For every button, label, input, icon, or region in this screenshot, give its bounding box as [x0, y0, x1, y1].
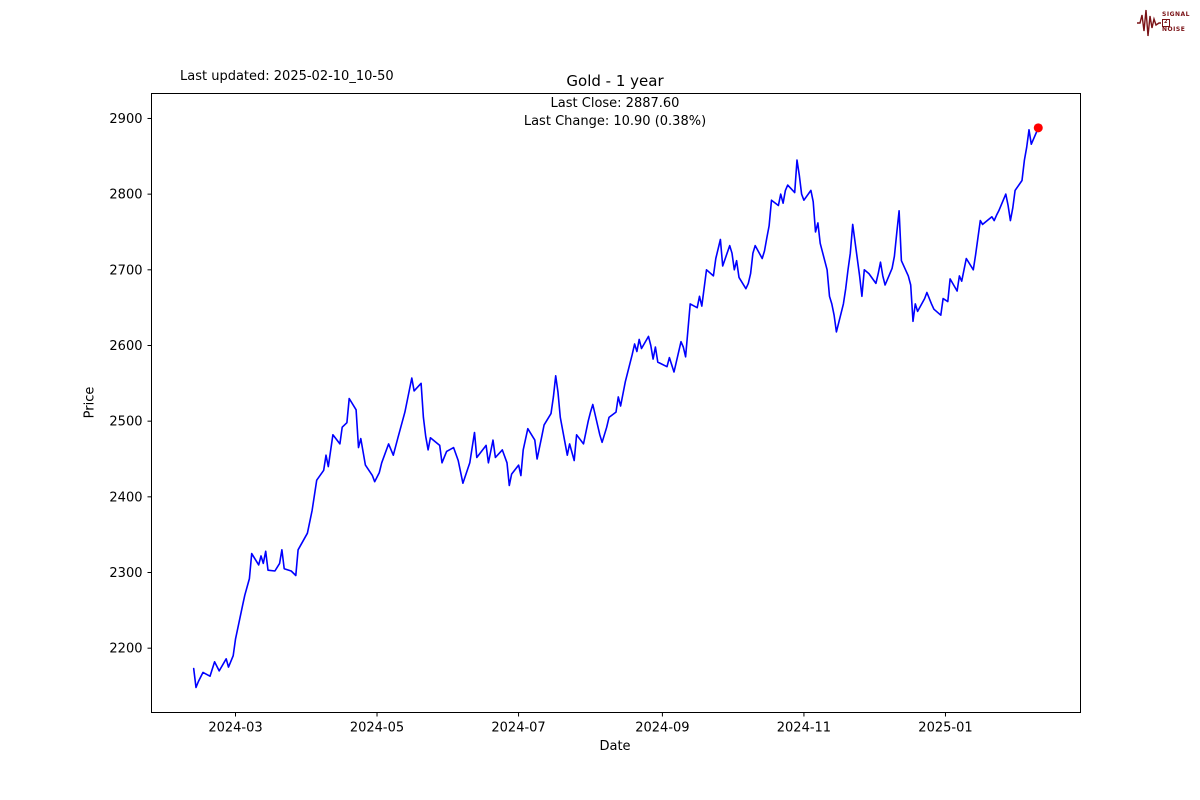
x-tick-label: 2024-09: [635, 721, 689, 736]
y-tick-label: 2500: [109, 415, 142, 430]
y-tick-label: 2200: [109, 642, 142, 657]
logo-word-signal: SIGNAL: [1162, 11, 1190, 19]
logo-word-noise: NOISE: [1162, 25, 1186, 33]
last-point-marker: [1033, 123, 1043, 133]
x-tick-label: 2024-07: [491, 721, 545, 736]
y-tick-label: 2800: [109, 188, 142, 203]
price-line: [192, 127, 1040, 689]
chart-title: Gold - 1 year: [566, 72, 664, 90]
plot-border: [151, 93, 1081, 713]
waveform-icon: [1137, 9, 1162, 37]
last-change-annotation: Last Change: 10.90 (0.38%): [523, 114, 707, 129]
x-tick-label: 2024-11: [777, 721, 831, 736]
y-tick-label: 2300: [109, 566, 142, 581]
y-tick-label: 2400: [109, 490, 142, 505]
signal2noise-logo: SIGNAL 2 NOISE: [1137, 6, 1190, 40]
logo-word-2: 2: [1162, 19, 1171, 27]
y-axis-label: Price: [82, 386, 98, 419]
last-close-annotation: Last Close: 2887.60: [550, 96, 680, 111]
last-updated-text: Last updated: 2025-02-10_10-50: [180, 69, 394, 84]
x-tick-label: 2024-05: [350, 721, 404, 736]
x-tick-label: 2024-03: [208, 721, 262, 736]
y-tick-label: 2600: [109, 339, 142, 354]
y-tick-label: 2700: [109, 263, 142, 278]
x-tick-label: 2025-01: [918, 721, 972, 736]
x-axis-label: Date: [599, 739, 631, 754]
y-tick-label: 2900: [109, 112, 142, 127]
